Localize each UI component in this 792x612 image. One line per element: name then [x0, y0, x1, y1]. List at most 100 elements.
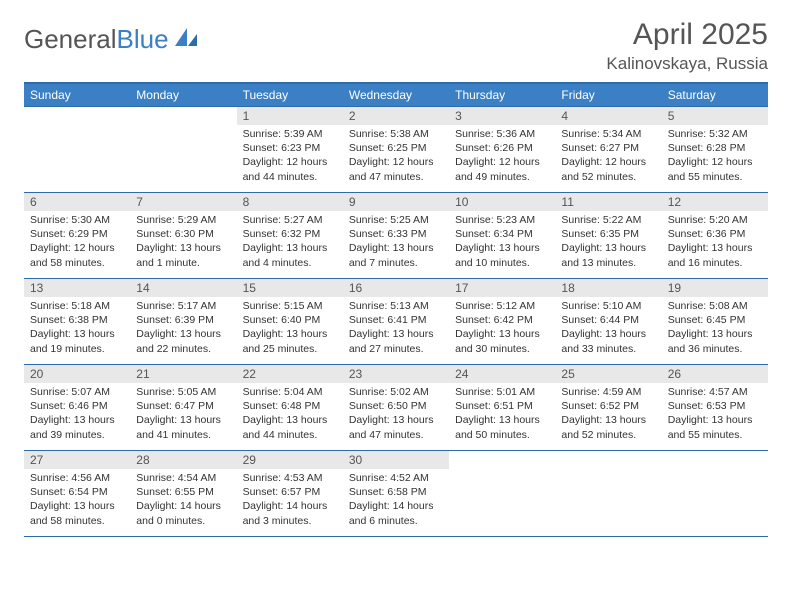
day-body: Sunrise: 5:18 AMSunset: 6:38 PMDaylight:…	[24, 297, 130, 360]
calendar-day: 15Sunrise: 5:15 AMSunset: 6:40 PMDayligh…	[237, 278, 343, 364]
calendar-day: 26Sunrise: 4:57 AMSunset: 6:53 PMDayligh…	[662, 364, 768, 450]
daylight-line: Daylight: 13 hours and 36 minutes.	[668, 327, 762, 355]
day-header: Tuesday	[237, 83, 343, 106]
sunset-line: Sunset: 6:32 PM	[243, 227, 337, 241]
calendar-day-empty	[130, 106, 236, 192]
calendar-day: 4Sunrise: 5:34 AMSunset: 6:27 PMDaylight…	[555, 106, 661, 192]
calendar-day: 14Sunrise: 5:17 AMSunset: 6:39 PMDayligh…	[130, 278, 236, 364]
sunrise-line: Sunrise: 5:17 AM	[136, 299, 230, 313]
day-body: Sunrise: 5:30 AMSunset: 6:29 PMDaylight:…	[24, 211, 130, 274]
sunrise-line: Sunrise: 5:38 AM	[349, 127, 443, 141]
calendar-day: 6Sunrise: 5:30 AMSunset: 6:29 PMDaylight…	[24, 192, 130, 278]
calendar-week: 13Sunrise: 5:18 AMSunset: 6:38 PMDayligh…	[24, 278, 768, 364]
calendar-week: 1Sunrise: 5:39 AMSunset: 6:23 PMDaylight…	[24, 106, 768, 192]
day-number: 10	[449, 192, 555, 211]
calendar-day: 29Sunrise: 4:53 AMSunset: 6:57 PMDayligh…	[237, 450, 343, 536]
sunset-line: Sunset: 6:52 PM	[561, 399, 655, 413]
sunset-line: Sunset: 6:46 PM	[30, 399, 124, 413]
day-number: 14	[130, 278, 236, 297]
sunset-line: Sunset: 6:54 PM	[30, 485, 124, 499]
daylight-line: Daylight: 13 hours and 50 minutes.	[455, 413, 549, 441]
day-header: Wednesday	[343, 83, 449, 106]
daylight-line: Daylight: 13 hours and 33 minutes.	[561, 327, 655, 355]
day-body: Sunrise: 5:08 AMSunset: 6:45 PMDaylight:…	[662, 297, 768, 360]
calendar-day-empty	[662, 450, 768, 536]
daylight-line: Daylight: 12 hours and 49 minutes.	[455, 155, 549, 183]
day-number: 6	[24, 192, 130, 211]
sunset-line: Sunset: 6:53 PM	[668, 399, 762, 413]
calendar-day: 11Sunrise: 5:22 AMSunset: 6:35 PMDayligh…	[555, 192, 661, 278]
sunset-line: Sunset: 6:48 PM	[243, 399, 337, 413]
sunrise-line: Sunrise: 4:56 AM	[30, 471, 124, 485]
calendar-day: 8Sunrise: 5:27 AMSunset: 6:32 PMDaylight…	[237, 192, 343, 278]
day-body: Sunrise: 5:38 AMSunset: 6:25 PMDaylight:…	[343, 125, 449, 188]
daylight-line: Daylight: 13 hours and 25 minutes.	[243, 327, 337, 355]
day-number: 13	[24, 278, 130, 297]
sunrise-line: Sunrise: 5:04 AM	[243, 385, 337, 399]
sunrise-line: Sunrise: 5:01 AM	[455, 385, 549, 399]
logo-sail-icon	[173, 24, 199, 55]
daylight-line: Daylight: 13 hours and 13 minutes.	[561, 241, 655, 269]
title-block: April 2025 Kalinovskaya, Russia	[606, 18, 768, 74]
day-number: 18	[555, 278, 661, 297]
sunrise-line: Sunrise: 5:02 AM	[349, 385, 443, 399]
day-number: 25	[555, 364, 661, 383]
daylight-line: Daylight: 14 hours and 3 minutes.	[243, 499, 337, 527]
calendar-week: 20Sunrise: 5:07 AMSunset: 6:46 PMDayligh…	[24, 364, 768, 450]
sunrise-line: Sunrise: 5:22 AM	[561, 213, 655, 227]
sunset-line: Sunset: 6:42 PM	[455, 313, 549, 327]
logo: GeneralBlue	[24, 18, 199, 55]
day-number: 11	[555, 192, 661, 211]
sunrise-line: Sunrise: 5:36 AM	[455, 127, 549, 141]
day-header: Saturday	[662, 83, 768, 106]
day-header: Sunday	[24, 83, 130, 106]
day-number: 5	[662, 106, 768, 125]
sunset-line: Sunset: 6:39 PM	[136, 313, 230, 327]
day-body: Sunrise: 5:25 AMSunset: 6:33 PMDaylight:…	[343, 211, 449, 274]
day-body: Sunrise: 5:15 AMSunset: 6:40 PMDaylight:…	[237, 297, 343, 360]
day-body: Sunrise: 5:07 AMSunset: 6:46 PMDaylight:…	[24, 383, 130, 446]
day-number: 19	[662, 278, 768, 297]
day-of-week-row: SundayMondayTuesdayWednesdayThursdayFrid…	[24, 83, 768, 106]
sunrise-line: Sunrise: 4:57 AM	[668, 385, 762, 399]
daylight-line: Daylight: 13 hours and 16 minutes.	[668, 241, 762, 269]
day-number: 17	[449, 278, 555, 297]
sunset-line: Sunset: 6:30 PM	[136, 227, 230, 241]
day-header: Thursday	[449, 83, 555, 106]
sunrise-line: Sunrise: 5:12 AM	[455, 299, 549, 313]
day-number: 26	[662, 364, 768, 383]
sunset-line: Sunset: 6:25 PM	[349, 141, 443, 155]
day-number: 16	[343, 278, 449, 297]
daylight-line: Daylight: 13 hours and 10 minutes.	[455, 241, 549, 269]
sunrise-line: Sunrise: 5:05 AM	[136, 385, 230, 399]
sunrise-line: Sunrise: 5:25 AM	[349, 213, 443, 227]
sunrise-line: Sunrise: 4:59 AM	[561, 385, 655, 399]
sunset-line: Sunset: 6:33 PM	[349, 227, 443, 241]
title-location: Kalinovskaya, Russia	[606, 54, 768, 74]
daylight-line: Daylight: 13 hours and 7 minutes.	[349, 241, 443, 269]
daylight-line: Daylight: 13 hours and 30 minutes.	[455, 327, 549, 355]
day-body: Sunrise: 5:12 AMSunset: 6:42 PMDaylight:…	[449, 297, 555, 360]
calendar-day: 17Sunrise: 5:12 AMSunset: 6:42 PMDayligh…	[449, 278, 555, 364]
daylight-line: Daylight: 13 hours and 52 minutes.	[561, 413, 655, 441]
logo-text-1: General	[24, 24, 117, 55]
sunrise-line: Sunrise: 5:23 AM	[455, 213, 549, 227]
sunset-line: Sunset: 6:28 PM	[668, 141, 762, 155]
sunset-line: Sunset: 6:34 PM	[455, 227, 549, 241]
day-number: 29	[237, 450, 343, 469]
calendar-day: 2Sunrise: 5:38 AMSunset: 6:25 PMDaylight…	[343, 106, 449, 192]
day-number: 24	[449, 364, 555, 383]
day-number: 20	[24, 364, 130, 383]
calendar-day: 22Sunrise: 5:04 AMSunset: 6:48 PMDayligh…	[237, 364, 343, 450]
calendar-day: 20Sunrise: 5:07 AMSunset: 6:46 PMDayligh…	[24, 364, 130, 450]
day-number: 2	[343, 106, 449, 125]
sunset-line: Sunset: 6:47 PM	[136, 399, 230, 413]
calendar-day: 25 Sunrise: 4:59 AMSunset: 6:52 PMDayligh…	[555, 364, 661, 450]
sunset-line: Sunset: 6:40 PM	[243, 313, 337, 327]
day-body: Sunrise: 5:13 AMSunset: 6:41 PMDaylight:…	[343, 297, 449, 360]
sunset-line: Sunset: 6:44 PM	[561, 313, 655, 327]
calendar-day: 16Sunrise: 5:13 AMSunset: 6:41 PMDayligh…	[343, 278, 449, 364]
daylight-line: Daylight: 14 hours and 6 minutes.	[349, 499, 443, 527]
daylight-line: Daylight: 12 hours and 52 minutes.	[561, 155, 655, 183]
calendar-table: SundayMondayTuesdayWednesdayThursdayFrid…	[24, 82, 768, 537]
